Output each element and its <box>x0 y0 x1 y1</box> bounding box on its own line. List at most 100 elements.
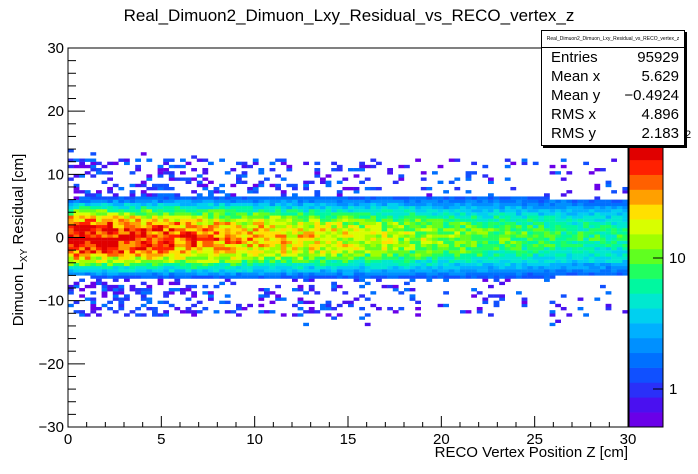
heatmap-cell <box>118 158 125 162</box>
heatmap-cell <box>605 243 612 248</box>
heatmap-cell <box>303 243 309 248</box>
heatmap-cell <box>611 250 617 254</box>
heatmap-cell <box>364 265 371 270</box>
heatmap-cell <box>280 190 287 194</box>
heatmap-cell <box>566 272 573 276</box>
heatmap-cell <box>336 250 343 254</box>
heatmap-cell <box>415 202 421 207</box>
heatmap-cell <box>219 199 225 203</box>
heatmap-cell <box>140 265 147 270</box>
heatmap-cell <box>415 272 421 276</box>
heatmap-cell <box>96 234 102 238</box>
heatmap-cell <box>280 259 287 263</box>
heatmap-cell <box>241 212 248 216</box>
color-scale-segment <box>629 337 663 354</box>
heatmap-cell <box>622 269 629 273</box>
heatmap-cell <box>112 209 119 213</box>
heatmap-cell <box>370 202 377 207</box>
heatmap-cell <box>208 265 214 270</box>
heatmap-cell <box>560 231 567 235</box>
heatmap-cell <box>342 250 349 254</box>
heatmap-cell <box>230 199 237 203</box>
heatmap-cell <box>96 196 102 200</box>
heatmap-cell <box>68 237 74 241</box>
heatmap-cell <box>342 196 349 200</box>
heatmap-cell <box>331 240 337 245</box>
heatmap-cell <box>168 253 175 257</box>
heatmap-cell <box>90 161 97 166</box>
heatmap-cell <box>549 275 556 279</box>
heatmap-cell <box>124 205 130 210</box>
heatmap-cell <box>538 265 545 270</box>
heatmap-cell <box>359 221 365 226</box>
heatmap-cell <box>488 265 494 270</box>
heatmap-cell <box>129 224 136 229</box>
heatmap-cell <box>286 218 293 222</box>
heatmap-cell <box>185 228 192 232</box>
heatmap-cell <box>252 240 259 245</box>
heatmap-cell <box>118 250 125 254</box>
heatmap-cell <box>219 250 225 254</box>
heatmap-cell <box>420 212 427 216</box>
heatmap-cell <box>258 180 265 185</box>
heatmap-cell <box>140 224 147 229</box>
heatmap-cell <box>381 259 388 263</box>
heatmap-cell <box>174 212 181 216</box>
heatmap-cell <box>202 228 209 232</box>
heatmap-cell <box>560 269 567 273</box>
heatmap-cell <box>454 186 461 191</box>
heatmap-cell <box>476 237 483 241</box>
heatmap-cell <box>135 272 141 276</box>
heatmap-cell <box>185 234 192 238</box>
heatmap-cell <box>476 205 483 210</box>
heatmap-cell <box>269 196 276 200</box>
heatmap-cell <box>560 202 567 207</box>
heatmap-cell <box>359 246 365 251</box>
heatmap-cell <box>404 246 410 251</box>
heatmap-cell <box>566 202 573 207</box>
heatmap-cell <box>101 291 108 295</box>
heatmap-cell <box>163 300 169 305</box>
heatmap-cell <box>96 199 102 203</box>
heatmap-cell <box>370 212 377 216</box>
heatmap-cell <box>202 262 209 267</box>
heatmap-cell <box>605 209 612 213</box>
heatmap-cell <box>252 262 259 267</box>
heatmap-cell <box>493 218 500 222</box>
heatmap-cell <box>252 256 259 260</box>
heatmap-cell <box>185 224 192 229</box>
heatmap-cell <box>191 294 197 298</box>
heatmap-cell <box>521 228 528 232</box>
heatmap-cell <box>404 243 410 248</box>
heatmap-cell <box>566 199 573 203</box>
heatmap-cell <box>376 212 382 216</box>
heatmap-cell <box>213 196 220 200</box>
heatmap-cell <box>96 259 102 263</box>
heatmap-cell <box>185 237 192 241</box>
heatmap-cell <box>269 228 276 232</box>
heatmap-cell <box>538 272 545 276</box>
heatmap-cell <box>146 218 153 222</box>
heatmap-cell <box>437 196 444 200</box>
heatmap-cell <box>342 186 349 191</box>
heatmap-cell <box>544 231 550 235</box>
heatmap-cell <box>174 193 181 197</box>
heatmap-cell <box>342 243 349 248</box>
heatmap-cell <box>465 218 472 222</box>
heatmap-cell <box>112 310 119 314</box>
heatmap-cell <box>180 215 186 219</box>
heatmap-cell <box>409 234 416 238</box>
heatmap-cell <box>443 246 449 251</box>
heatmap-cell <box>572 228 578 232</box>
heatmap-cell <box>202 253 209 257</box>
heatmap-cell <box>101 246 108 251</box>
heatmap-cell <box>90 272 97 276</box>
heatmap-cell <box>572 215 578 219</box>
heatmap-cell <box>359 275 365 279</box>
heatmap-cell <box>146 243 153 248</box>
heatmap-cell <box>219 281 225 286</box>
heatmap-cell <box>247 209 253 213</box>
heatmap-cell <box>499 221 505 226</box>
heatmap-cell <box>325 269 332 273</box>
heatmap-cell <box>415 256 421 260</box>
